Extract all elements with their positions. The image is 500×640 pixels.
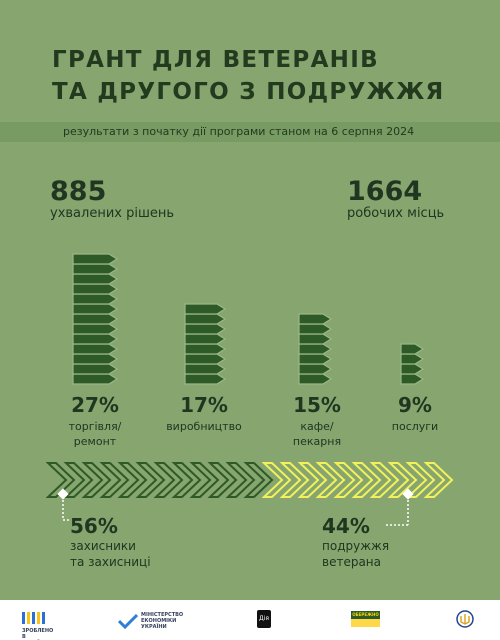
sector-icon-stack (400, 343, 425, 385)
sector-icon-stacks (72, 253, 425, 385)
page-subtitle: результати з початку дії програми станом… (63, 125, 415, 138)
sector-icon (72, 253, 119, 265)
defenders-percent: 56% (70, 514, 118, 538)
made-in-ukraine-icon (22, 612, 45, 624)
sector-label-trade: торгівля/ ремонт (50, 419, 140, 449)
defenders-label: захисники та захисниці (70, 538, 151, 570)
spouses-chevron (333, 462, 364, 498)
spouses-chevron (387, 462, 418, 498)
defenders-chevron (81, 462, 112, 498)
spouses-chevron (261, 462, 292, 498)
sector-label-manufacturing-line1: виробництво (166, 420, 242, 433)
sector-label-manufacturing: виробництво (159, 419, 249, 434)
sector-label-trade-line1: торгівля/ (68, 420, 122, 433)
sector-label-services-line1: послуги (391, 420, 439, 433)
spouses-label-line2: ветерана (322, 555, 381, 569)
sector-percent-trade: 27% (71, 393, 119, 417)
sector-percent-cafe: 15% (293, 393, 341, 417)
ministry-text-line1: МІНІСТЕРСТВО (141, 612, 184, 618)
sector-icon (400, 343, 425, 355)
obereshno-logo: ОБЕРЕЖНО (351, 611, 380, 628)
sector-percent-manufacturing: 17% (180, 393, 228, 417)
defenders-label-line2: та захисниці (70, 555, 151, 569)
defenders-chevron (99, 462, 130, 498)
footer-logos: ЗРОБЛЕНО В УКРАЇНІ МІНІСТЕРСТВО ЕКОНОМІК… (0, 600, 500, 640)
sector-label-cafe-line1: кафе/ (300, 420, 334, 433)
defenders-label-line1: захисники (70, 539, 136, 553)
ministry-text: МІНІСТЕРСТВО ЕКОНОМІКИ УКРАЇНИ (141, 612, 183, 630)
spouses-chevron (405, 462, 436, 498)
ministry-text-line3: УКРАЇНИ (141, 624, 167, 630)
spouses-chevron (315, 462, 346, 498)
sector-icon (184, 303, 227, 315)
page-title: ГРАНТ ДЛЯ ВЕТЕРАНІВ ТА ДРУГОГО З ПОДРУЖЖ… (52, 44, 445, 108)
sector-label-services: послуги (370, 419, 460, 434)
jobs-label: робочих місць (347, 206, 445, 221)
title-line-1: ГРАНТ ДЛЯ ВЕТЕРАНІВ (52, 47, 379, 73)
spouses-percent: 44% (322, 514, 370, 538)
sector-label-cafe-line2: пекарня (292, 435, 342, 448)
made-in-ukraine-logo: ЗРОБЛЕНО В УКРАЇНІ (22, 609, 54, 640)
spouses-label-line1: подружжя (322, 539, 390, 553)
title-line-2: ТА ДРУГОГО З ПОДРУЖЖЯ (52, 79, 445, 105)
decisions-label: ухвалених рішень (50, 206, 175, 221)
defenders-chevron (207, 462, 238, 498)
sector-percent-services: 9% (398, 393, 432, 417)
ministry-check-icon (118, 613, 138, 629)
subtitle-band (0, 122, 500, 142)
sector-label-trade-line2: ремонт (73, 435, 117, 448)
diia-logo: Дія (257, 610, 271, 628)
defenders-chevron (63, 462, 94, 498)
defenders-chevron (153, 462, 184, 498)
ministry-text-line2: ЕКОНОМІКИ (141, 618, 177, 624)
defenders-chevron (117, 462, 148, 498)
sector-icon-stack (298, 313, 333, 385)
defenders-chevron (46, 462, 76, 498)
decisions-count: 885 (50, 176, 107, 207)
spouses-chevron (279, 462, 310, 498)
defenders-marker (57, 488, 69, 500)
spouses-label: подружжя ветерана (322, 538, 389, 570)
defenders-chevron (243, 462, 274, 498)
made-in-ukraine-text: ЗРОБЛЕНО В УКРАЇНІ (22, 628, 54, 640)
jobs-count: 1664 (347, 176, 423, 207)
obereshno-logo-band (351, 619, 380, 627)
trident-emblem-icon (456, 610, 474, 628)
obereshno-logo-text: ОБЕРЕЖНО (351, 611, 380, 619)
sector-icon-stack (72, 253, 119, 385)
ministry-logo: МІНІСТЕРСТВО ЕКОНОМІКИ УКРАЇНИ (118, 612, 198, 630)
spouses-marker (402, 488, 414, 500)
sector-label-cafe: кафе/ пекарня (272, 419, 362, 449)
defenders-chevron (225, 462, 256, 498)
spouses-chevron (297, 462, 328, 498)
spouses-chevron (369, 462, 400, 498)
sector-icon (298, 313, 333, 325)
recipient-share-chevrons (46, 462, 454, 498)
spouses-chevron (351, 462, 382, 498)
defenders-chevron (135, 462, 166, 498)
spouses-chevron (423, 462, 454, 498)
defenders-chevron (189, 462, 220, 498)
sector-icon-stack (184, 303, 227, 385)
defenders-chevron (171, 462, 202, 498)
